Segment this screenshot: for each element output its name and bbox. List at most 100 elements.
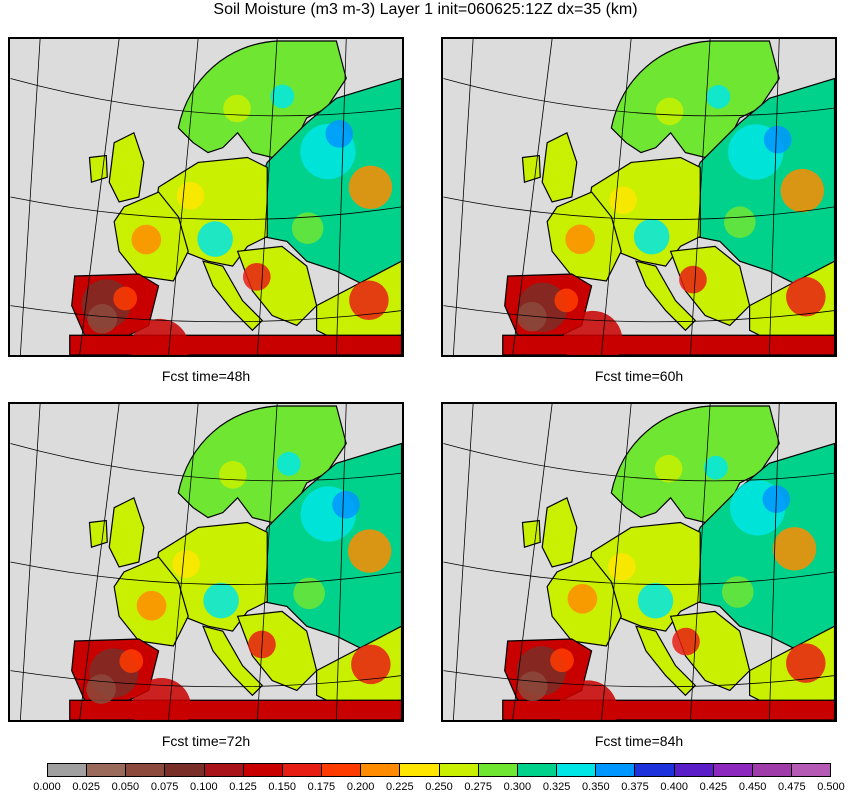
land-italy xyxy=(635,625,697,697)
land-italy xyxy=(202,625,264,697)
moisture-patch xyxy=(679,265,707,294)
meridian-line xyxy=(512,39,553,355)
panel-caption-48h: Fcst time=48h xyxy=(161,368,251,384)
moisture-patch xyxy=(655,97,684,126)
land-scandinavia xyxy=(177,40,347,159)
colorbar-tick-label: 0.325 xyxy=(542,781,571,793)
colorbar-tick-label: 0.375 xyxy=(621,781,649,793)
meridian-line xyxy=(689,404,711,720)
moisture-patch xyxy=(721,576,754,608)
colorbar-swatch xyxy=(126,764,166,776)
moisture-patch xyxy=(223,94,251,123)
moisture-patch xyxy=(567,583,598,614)
moisture-patch xyxy=(242,263,271,291)
panel-caption-60h: Fcst time=60h xyxy=(594,368,684,384)
moisture-patch xyxy=(563,310,623,355)
moisture-patch xyxy=(113,286,138,311)
moisture-patch xyxy=(130,318,190,355)
moisture-patch xyxy=(607,553,636,581)
moisture-patch xyxy=(349,280,389,320)
colorbar-tick-label: 0.475 xyxy=(778,781,806,793)
colorbar-swatch xyxy=(48,764,88,776)
meridian-line xyxy=(512,404,553,720)
map-panel-84h xyxy=(441,402,837,722)
map-canvas xyxy=(10,39,402,355)
moisture-patch xyxy=(637,582,674,619)
moisture-patch xyxy=(786,643,826,683)
colorbar-swatch xyxy=(713,764,753,776)
moisture-patch xyxy=(780,168,825,213)
meridian-line xyxy=(19,39,41,355)
meridian-line xyxy=(168,404,199,720)
colorbar xyxy=(47,763,831,777)
colorbar-tick-label: 0.200 xyxy=(346,781,375,793)
colorbar-tick-label: 0.500 xyxy=(817,781,845,793)
colorbar-swatch xyxy=(439,764,479,776)
colorbar-tick-label: 0.450 xyxy=(738,781,767,793)
colorbar-tick-label: 0.275 xyxy=(464,781,492,793)
panel-caption-72h: Fcst time=72h xyxy=(161,733,251,749)
latitude-line xyxy=(10,443,402,482)
moisture-patch xyxy=(293,577,325,610)
latitude-line xyxy=(443,670,835,688)
colorbar-swatch xyxy=(322,764,362,776)
map-panel-48h xyxy=(8,37,404,357)
moisture-patch xyxy=(131,677,192,720)
colorbar-swatch xyxy=(282,764,323,776)
meridian-line xyxy=(601,404,632,720)
land-ireland xyxy=(88,519,108,548)
meridian-line xyxy=(768,39,780,355)
land-africa xyxy=(502,699,835,720)
moisture-patch xyxy=(554,288,579,313)
latitude-line xyxy=(443,196,835,220)
moisture-patch xyxy=(763,125,792,154)
colorbar-tick-label: 0.400 xyxy=(660,781,688,793)
meridian-line xyxy=(452,39,474,355)
land-scandinavia xyxy=(610,40,780,159)
moisture-patch xyxy=(706,84,731,109)
meridian-line xyxy=(601,39,632,355)
meridian-line xyxy=(256,404,278,720)
land-scandinavia xyxy=(610,405,780,524)
moisture-patch xyxy=(86,674,117,704)
map-canvas xyxy=(443,39,835,355)
meridian-line xyxy=(256,39,278,355)
moisture-patch xyxy=(347,529,392,573)
moisture-patch xyxy=(176,181,205,210)
meridian-line xyxy=(335,404,347,720)
moisture-patch xyxy=(219,460,247,489)
colorbar-swatch xyxy=(674,764,714,776)
meridian-line xyxy=(452,404,474,720)
moisture-patch xyxy=(672,627,700,656)
colorbar-tick-label: 0.150 xyxy=(268,781,296,793)
land-britain xyxy=(541,496,578,568)
land-britain xyxy=(108,131,145,203)
colorbar-tick-label: 0.125 xyxy=(229,781,257,793)
latitude-line xyxy=(10,670,402,688)
colorbar-tick-label: 0.100 xyxy=(190,781,218,793)
map-canvas xyxy=(443,404,835,720)
moisture-patch xyxy=(517,671,548,702)
moisture-patch xyxy=(550,648,574,673)
colorbar-swatch xyxy=(791,764,831,776)
colorbar-tick-label: 0.425 xyxy=(699,781,728,793)
land-ireland xyxy=(521,519,541,548)
moisture-patch xyxy=(772,527,817,571)
moisture-patch xyxy=(654,454,683,483)
map-canvas xyxy=(10,404,402,720)
colorbar-tick-label: 0.000 xyxy=(33,781,61,793)
colorbar-swatch xyxy=(361,764,401,776)
land-britain xyxy=(541,131,578,203)
land-balkans xyxy=(236,610,318,692)
latitude-line xyxy=(10,561,402,585)
meridian-line xyxy=(79,404,120,720)
moisture-patch xyxy=(516,301,547,332)
latitude-line xyxy=(443,78,835,117)
moisture-patch xyxy=(291,212,324,244)
moisture-patch xyxy=(197,221,233,257)
colorbar-swatch xyxy=(478,764,518,776)
moisture-patch xyxy=(351,644,391,685)
moisture-patch xyxy=(136,590,167,621)
colorbar-swatch xyxy=(752,764,792,776)
land-scandinavia xyxy=(177,405,347,524)
